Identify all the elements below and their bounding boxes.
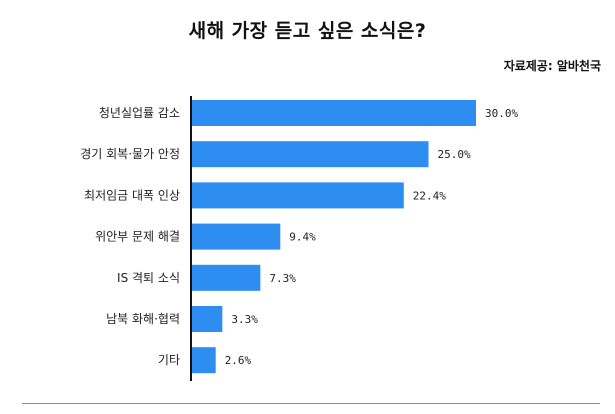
value-label-2: 25.0% <box>438 148 471 161</box>
category-label-3: 최저임금 대폭 인상 <box>84 188 180 202</box>
bar-6 <box>191 306 223 332</box>
bottom-divider <box>22 403 600 404</box>
bar-2 <box>191 141 429 168</box>
bar-3 <box>191 182 404 209</box>
value-label-3: 22.4% <box>413 189 446 202</box>
bar-7 <box>191 347 216 374</box>
chart-source: 자료제공: 알바천국 <box>503 59 601 73</box>
value-label-5: 7.3% <box>269 272 296 285</box>
chart-title: 새해 가장 듣고 싶은 소식은? <box>188 20 427 42</box>
category-label-4: 위안부 문제 해결 <box>95 230 180 244</box>
category-label-5: IS 격퇴 소식 <box>117 271 180 285</box>
value-label-6: 3.3% <box>231 313 258 326</box>
value-label-1: 30.0% <box>485 107 518 120</box>
value-label-4: 9.4% <box>289 231 316 244</box>
value-label-7: 2.6% <box>225 354 252 367</box>
category-label-2: 경기 회복·물가 안정 <box>80 147 180 161</box>
category-label-7: 기타 <box>158 353 180 367</box>
bar-4 <box>191 223 281 250</box>
bar-1 <box>191 100 476 126</box>
bar-5 <box>191 264 261 291</box>
category-label-6: 남북 화해·협력 <box>106 312 180 326</box>
category-label-1: 청년실업률 감소 <box>99 106 180 120</box>
